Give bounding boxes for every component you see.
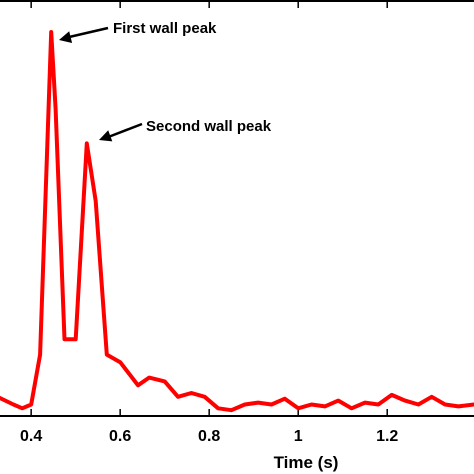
annotation-arrow-shaft [106,122,143,139]
x-tick-label: 0.4 [20,428,42,445]
annotation-label: First wall peak [113,20,217,37]
annotation-label: Second wall peak [146,118,272,135]
annotation-layer: First wall peak Second wall peak [59,20,272,142]
x-tick-label: 1.2 [376,428,398,445]
x-tick-label: 0.6 [109,428,131,445]
plot-frame [0,0,474,417]
annotation-arrow-shaft [66,26,109,39]
x-axis-ticks: 0.4 0.6 0.8 1 1.2 [20,1,398,445]
annotation-arrow-head [59,31,73,43]
series-line [0,30,474,413]
x-axis-label: Time (s) [274,453,339,472]
series-layer [0,30,474,413]
x-tick-label: 0.8 [198,428,220,445]
x-tick-label: 1 [294,428,303,445]
annotation-arrow-head [99,130,113,142]
